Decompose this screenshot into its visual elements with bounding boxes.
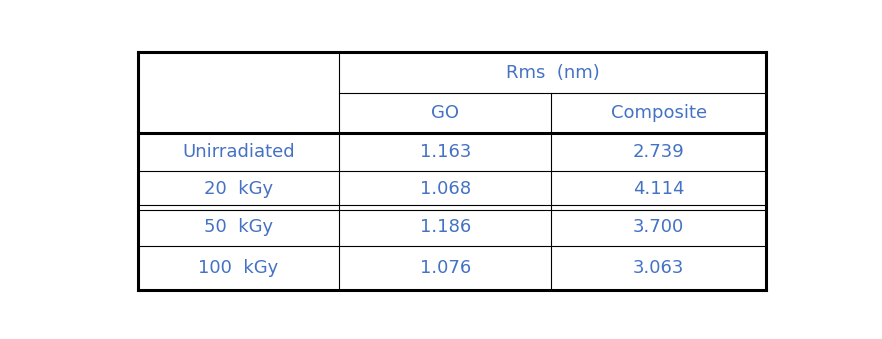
Text: 4.114: 4.114 [633, 180, 684, 198]
Text: 3.063: 3.063 [633, 259, 684, 277]
Text: Unirradiated: Unirradiated [182, 143, 295, 161]
Text: 3.700: 3.700 [633, 218, 684, 236]
Text: 1.076: 1.076 [420, 259, 471, 277]
Text: 100  kGy: 100 kGy [198, 259, 279, 277]
Text: Rms  (nm): Rms (nm) [506, 64, 600, 82]
Text: GO: GO [431, 104, 460, 122]
Text: 1.068: 1.068 [420, 180, 471, 198]
Text: 50  kGy: 50 kGy [204, 218, 273, 236]
Text: 1.163: 1.163 [420, 143, 471, 161]
Text: 2.739: 2.739 [633, 143, 684, 161]
Text: 20  kGy: 20 kGy [204, 180, 273, 198]
Text: 1.186: 1.186 [420, 218, 471, 236]
Text: Composite: Composite [610, 104, 706, 122]
